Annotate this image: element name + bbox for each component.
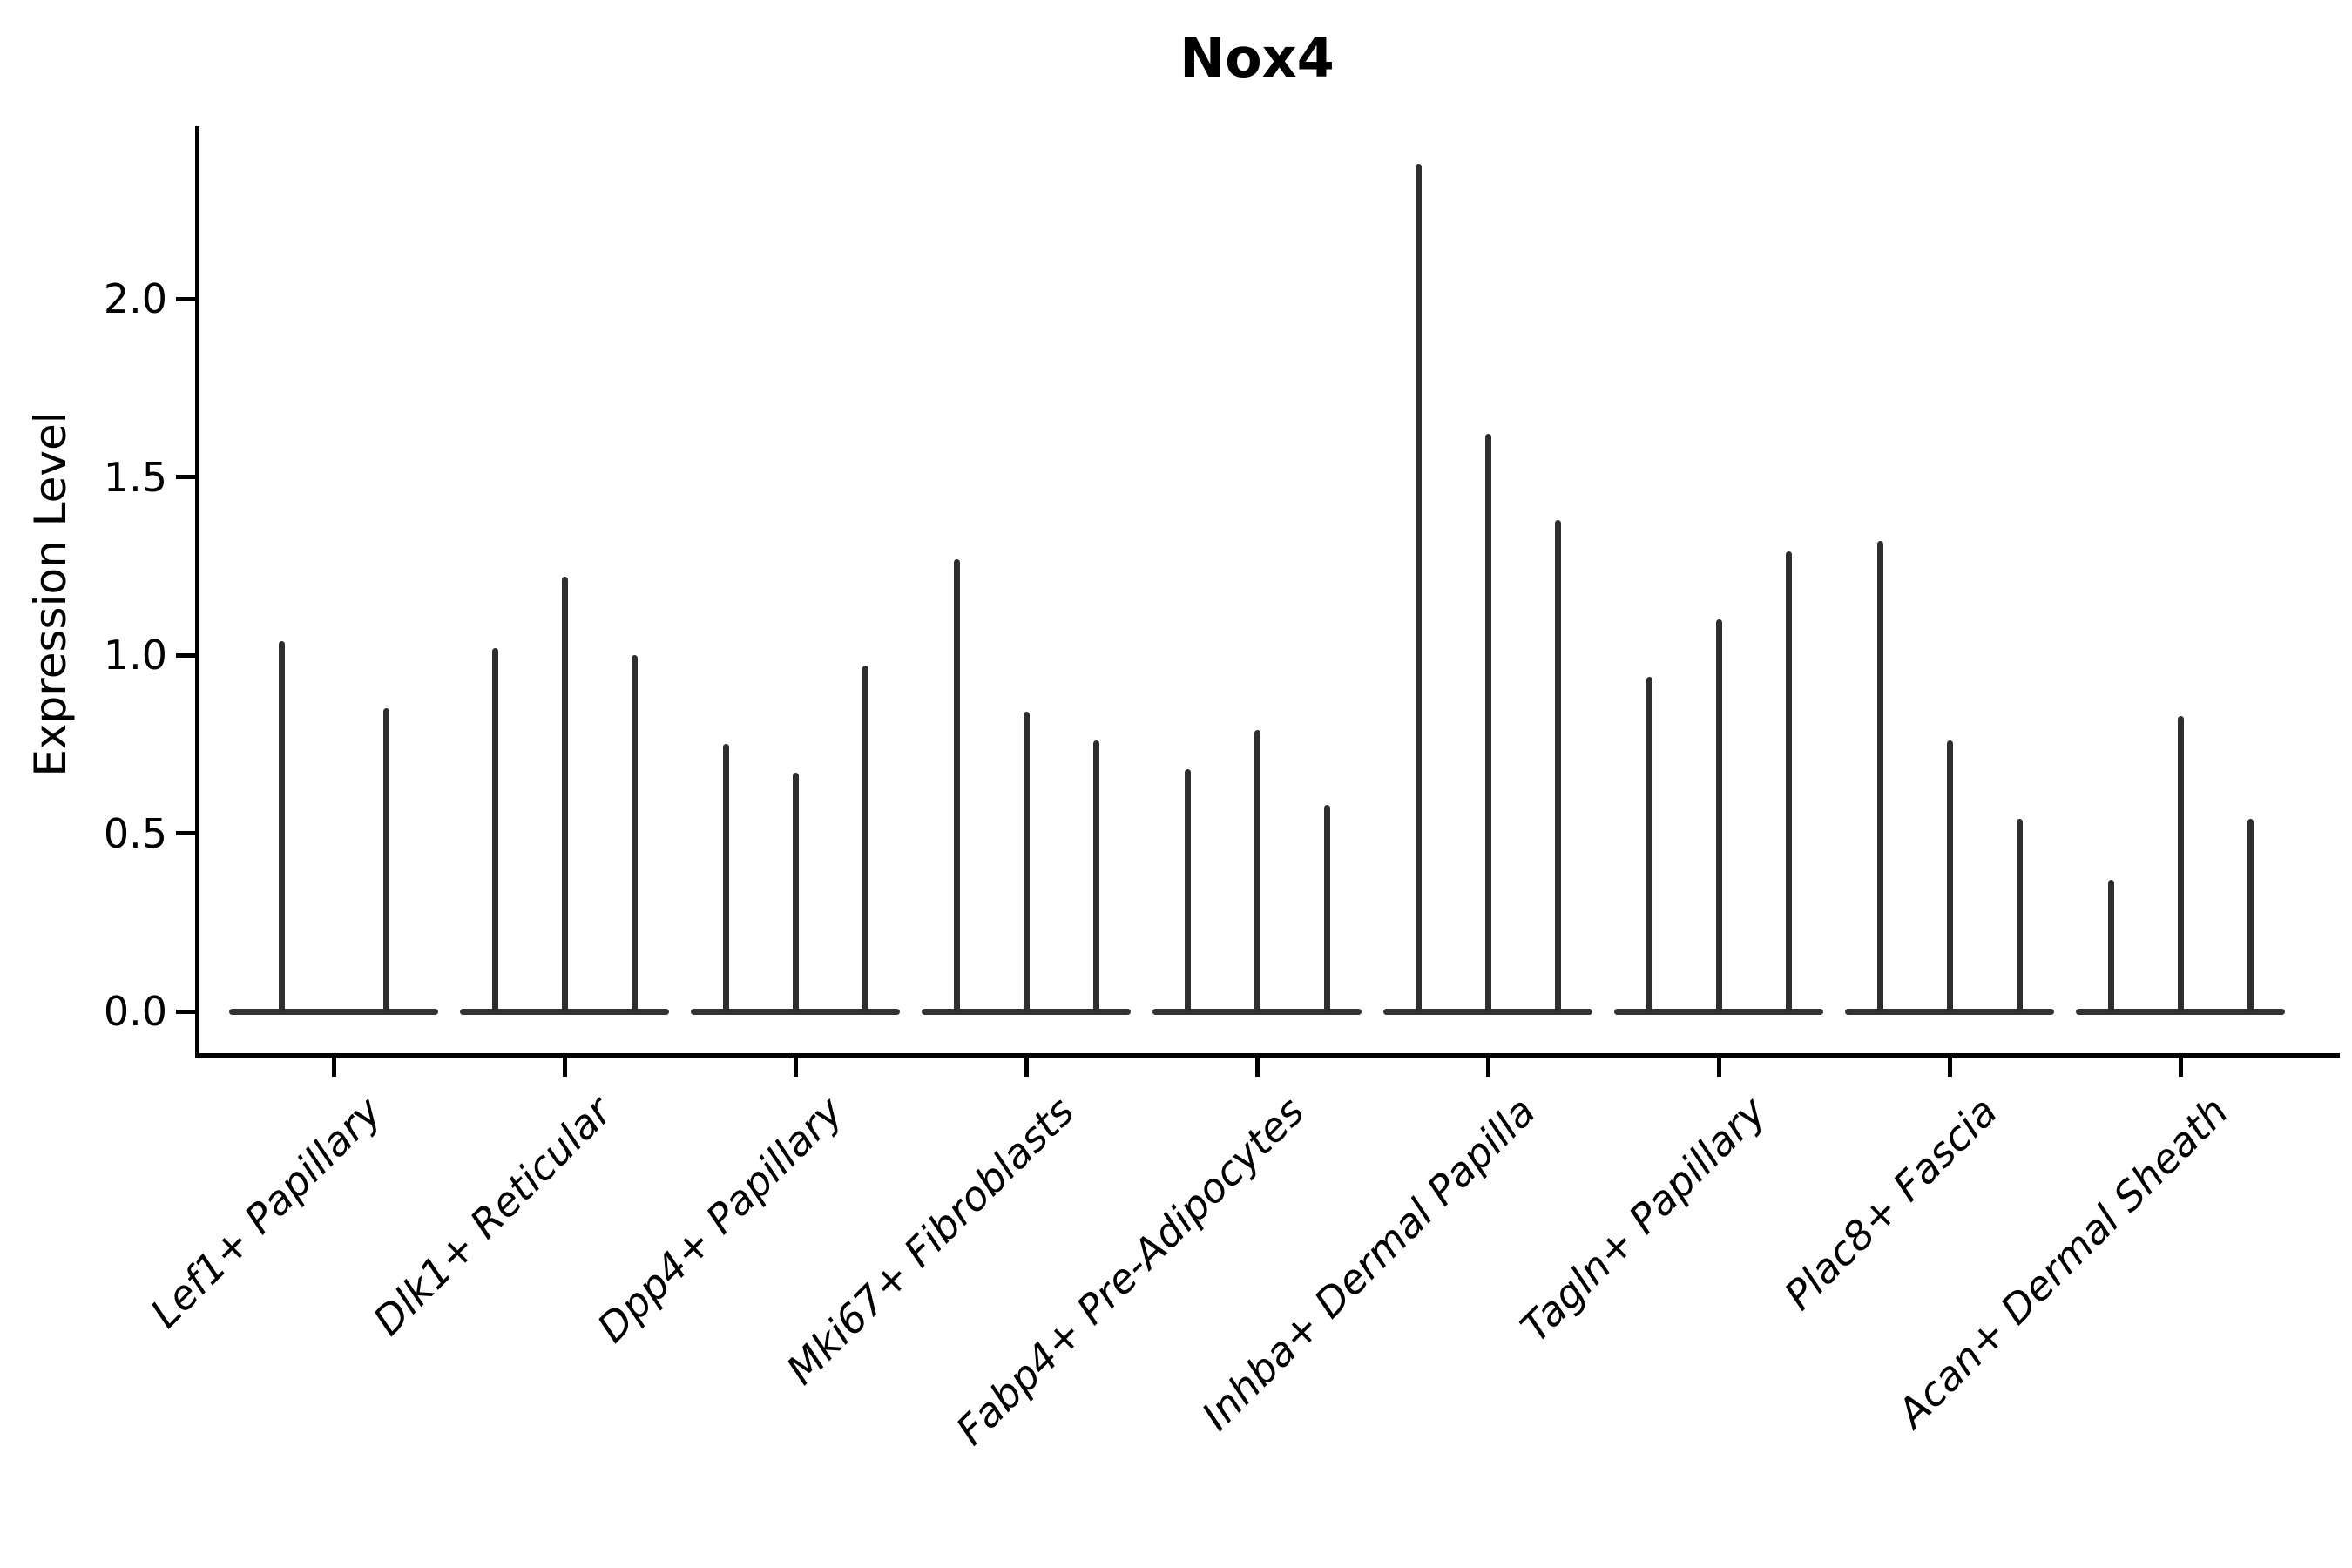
violin-baseline [1614, 1008, 1823, 1015]
y-tick-mark [176, 831, 195, 835]
violin-baseline [2076, 1008, 2285, 1015]
y-tick-label: 0.0 [103, 988, 167, 1035]
violin-needle [1023, 712, 1030, 1011]
violin-needle [382, 708, 389, 1011]
x-tick-mark [1485, 1056, 1490, 1077]
violin-needle [1876, 541, 1883, 1011]
y-axis-label: Expression Level [25, 411, 76, 777]
y-tick-mark [176, 475, 195, 479]
y-tick-mark [176, 1009, 195, 1014]
x-tick-mark [2178, 1056, 2183, 1077]
x-tick-mark [1254, 1056, 1260, 1077]
violin-needle [1484, 434, 1491, 1011]
violin-needle [1415, 163, 1422, 1011]
violin-needle [1646, 676, 1652, 1011]
violin-baseline [460, 1008, 669, 1015]
violin-needle [2107, 879, 2114, 1011]
x-tick-mark [1947, 1056, 1952, 1077]
x-category-label: Dlk1+ Reticular [364, 1087, 621, 1345]
x-tick-mark [562, 1056, 567, 1077]
violin-baseline [922, 1008, 1131, 1015]
y-tick-label: 1.5 [103, 453, 167, 501]
x-tick-mark [1024, 1056, 1029, 1077]
x-axis-spine [195, 1053, 2340, 1058]
violin-needle [2016, 819, 2023, 1011]
violin-baseline [1383, 1008, 1592, 1015]
violin-baseline [691, 1008, 900, 1015]
violin-needle [2177, 715, 2184, 1011]
violin-needle [862, 666, 868, 1011]
y-axis-spine [195, 126, 199, 1058]
violin-needle [1715, 619, 1722, 1011]
violin-needle [1254, 729, 1260, 1011]
violin-needle [1323, 804, 1330, 1011]
violin-baseline [229, 1008, 438, 1015]
y-tick-label: 2.0 [103, 275, 167, 322]
x-category-label: Plac8+ Fascia [1774, 1087, 2006, 1319]
x-tick-mark [793, 1056, 798, 1077]
violin-needle [792, 772, 799, 1011]
violin-needle [1946, 740, 1953, 1011]
violin-needle [2247, 819, 2254, 1011]
violin-baseline [1152, 1008, 1362, 1015]
x-category-label: Dpp4+ Papillary [588, 1087, 852, 1352]
violin-needle [1554, 519, 1561, 1011]
violin-needle [278, 640, 285, 1011]
violin-needle [631, 655, 638, 1011]
x-category-label: Lef1+ Papillary [140, 1087, 390, 1337]
x-tick-mark [1716, 1056, 1721, 1077]
x-category-label: Tagln+ Papillary [1511, 1087, 1775, 1351]
violin-needle [561, 577, 568, 1011]
violin-needle [491, 647, 498, 1011]
violin-needle [722, 744, 729, 1011]
y-tick-mark [176, 652, 195, 658]
violin-needle [1092, 740, 1099, 1011]
y-tick-label: 0.5 [103, 809, 167, 857]
y-tick-label: 1.0 [103, 632, 167, 679]
chart-title: Nox4 [1179, 26, 1335, 90]
violin-baseline [1845, 1008, 2054, 1015]
y-tick-mark [176, 296, 195, 301]
violin-needle [1785, 551, 1792, 1011]
x-tick-mark [331, 1056, 336, 1077]
violin-needle [1184, 768, 1191, 1011]
violin-needle [953, 558, 960, 1011]
